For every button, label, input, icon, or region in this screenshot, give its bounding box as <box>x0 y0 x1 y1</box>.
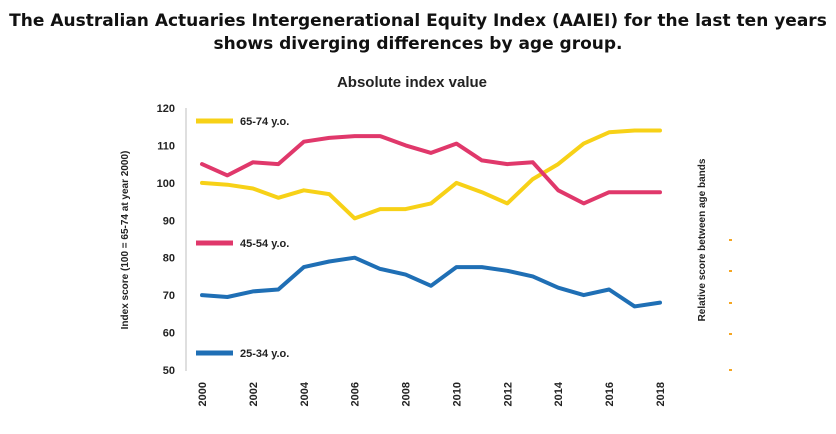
series-line-65-74-y-o <box>200 128 662 221</box>
x-tick-label: 2016 <box>604 382 616 406</box>
headline: The Australian Actuaries Intergeneration… <box>0 10 836 56</box>
series-lines <box>200 128 662 309</box>
legend-label-65-74-y-o: 65-74 y.o. <box>240 116 289 128</box>
legend-label-45-54-y-o: 45-54 y.o. <box>240 238 289 250</box>
headline-line-2: shows diverging differences by age group… <box>213 34 623 54</box>
x-tick-label: 2008 <box>401 382 413 406</box>
x-tick-label: 2004 <box>299 381 311 406</box>
x-tick-label: 2014 <box>553 381 565 406</box>
x-tick-label: 2002 <box>248 382 260 406</box>
y-tick-label: 70 <box>163 290 175 302</box>
chart-title: Absolute index value <box>337 74 487 91</box>
y-tick-label: 90 <box>163 215 175 227</box>
headline-line-1: The Australian Actuaries Intergeneration… <box>9 11 827 31</box>
series-line-25-34-y-o <box>200 255 662 309</box>
secondary-axis-title: Relative score between age bands <box>697 158 708 321</box>
y-tick-label: 120 <box>157 103 175 115</box>
y-tick-label: 100 <box>157 178 175 190</box>
legend: 65-74 y.o. 45-54 y.o. 25-34 y.o. <box>196 116 289 360</box>
y-tick-labels: 50 60 70 80 90 100 110 120 <box>157 103 175 377</box>
y-tick-label: 60 <box>163 328 175 340</box>
secondary-axis-ticks <box>729 239 732 371</box>
x-tick-label: 2006 <box>350 382 362 406</box>
y-axis-title: Index score (100 = 65-74 at year 2000) <box>120 151 131 330</box>
y-tick-label: 50 <box>163 365 175 377</box>
x-tick-label: 2010 <box>451 382 463 406</box>
y-tick-label: 110 <box>157 140 175 152</box>
x-tick-label: 2000 <box>197 382 209 406</box>
y-tick-label: 80 <box>163 253 175 265</box>
series-line-45-54-y-o <box>200 134 662 206</box>
x-tick-labels: 2000 2002 2004 2006 2008 2010 2012 2014 2016 2018 <box>197 381 667 406</box>
legend-label-25-34-y-o: 25-34 y.o. <box>240 348 289 360</box>
x-tick-label: 2012 <box>502 382 514 406</box>
x-tick-label: 2018 <box>655 382 667 406</box>
